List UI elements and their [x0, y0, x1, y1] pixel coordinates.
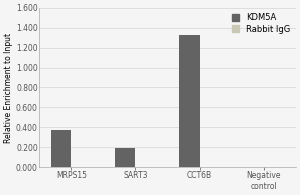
Legend: KDM5A, Rabbit IgG: KDM5A, Rabbit IgG	[231, 12, 292, 35]
Y-axis label: Relative Enrichment to Input: Relative Enrichment to Input	[4, 32, 13, 143]
Bar	[179, 35, 200, 167]
Bar	[115, 148, 136, 167]
Bar	[51, 130, 71, 167]
